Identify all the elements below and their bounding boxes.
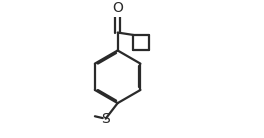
Text: O: O [112, 1, 123, 15]
Text: S: S [101, 112, 110, 126]
